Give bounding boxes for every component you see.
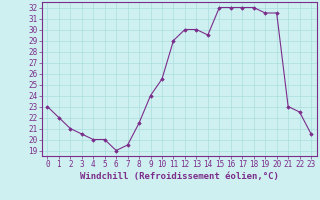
X-axis label: Windchill (Refroidissement éolien,°C): Windchill (Refroidissement éolien,°C): [80, 172, 279, 181]
